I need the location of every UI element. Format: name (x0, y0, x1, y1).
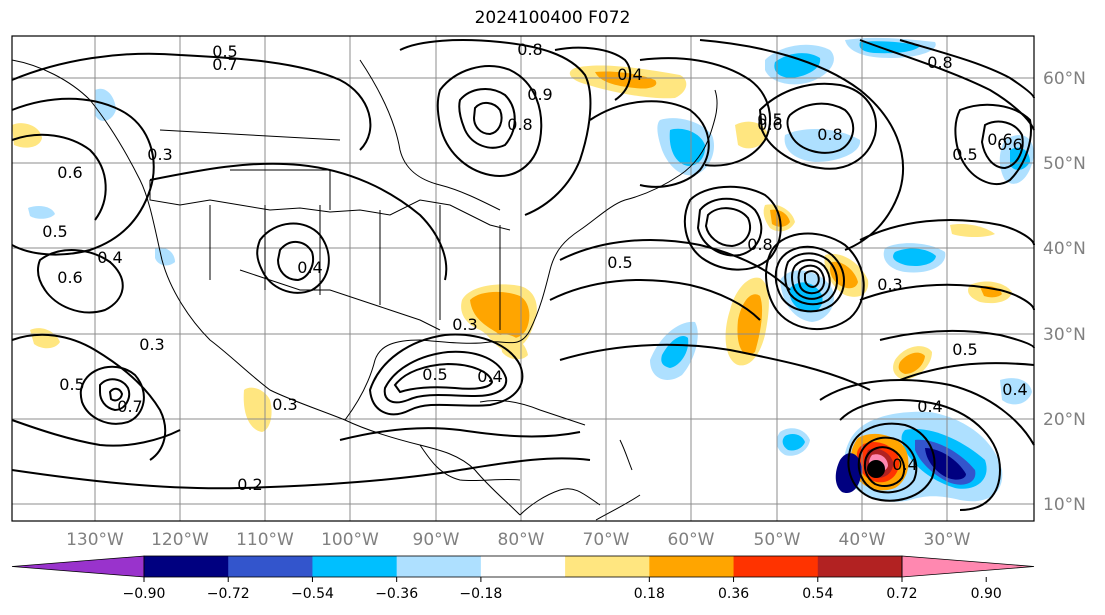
colorbar-segment (144, 556, 229, 577)
colorbar (11, 555, 1035, 578)
lon-label: 90°W (413, 530, 460, 550)
contour-label: 0.6 (997, 135, 1022, 154)
lat-label: 40°N (1043, 239, 1086, 259)
colorbar-border (143, 555, 903, 578)
colorbar-segment (733, 556, 819, 577)
colorbar-segment (817, 556, 903, 577)
lon-label: 70°W (583, 530, 630, 550)
colorbar-tick-label: −0.72 (207, 586, 250, 602)
contour-label: 0.4 (892, 455, 917, 474)
map-frame (11, 35, 1035, 522)
contour-label: 0.6 (57, 268, 82, 287)
contour-label: 0.3 (139, 335, 164, 354)
colorbar-segment (649, 556, 735, 577)
colorbar-tick-label: −0.54 (291, 586, 334, 602)
lat-label: 20°N (1043, 410, 1086, 430)
contour-label: 0.7 (212, 55, 237, 74)
contour-label: 0.6 (987, 130, 1012, 149)
colorbar-segment (565, 556, 650, 577)
contour-labels: 0.50.70.30.40.60.50.60.40.30.80.80.40.90… (42, 40, 1027, 494)
contour-label: 0.8 (517, 40, 542, 59)
colorbar-extend-low (11, 555, 145, 578)
contour-label: 0.8 (817, 125, 842, 144)
contour-label: 0.4 (617, 65, 642, 84)
contour-label: 0.3 (877, 275, 902, 294)
contour-label: 0.2 (237, 475, 262, 494)
lon-label: 100°W (321, 530, 379, 550)
contour-label: 0.4 (1002, 380, 1027, 399)
colorbar-tick-label: 0.90 (971, 586, 1002, 602)
contour-label: 0.4 (97, 248, 122, 267)
colorbar-tick-label: 0.36 (718, 586, 749, 602)
contour-label: 0.5 (607, 253, 632, 272)
colorbar-ticks: −0.90 −0.72 −0.54 −0.36 −0.18 0.18 0.36 0.54 0.7… (123, 577, 1002, 602)
lat-label: 60°N (1043, 69, 1086, 89)
contour-label: 0.5 (422, 365, 447, 384)
contour-label: 0.9 (527, 85, 552, 104)
contour-label: 0.5 (59, 375, 84, 394)
contour-label: 0.6 (757, 115, 782, 134)
contour-label: 0.5 (952, 340, 977, 359)
colorbar-tick-label: −0.36 (375, 586, 418, 602)
colorbar-tick-label: −0.18 (459, 586, 502, 602)
shaded-fields (12, 37, 1034, 502)
contour-label: 0.3 (452, 315, 477, 334)
map-title: 2024100400 F072 (474, 8, 631, 28)
lon-label: 80°W (498, 530, 545, 550)
lat-label: 50°N (1043, 154, 1086, 174)
contour-label: 0.8 (507, 115, 532, 134)
contour-label: 0.4 (917, 397, 942, 416)
coastlines (11, 59, 718, 521)
colorbar-segment (480, 556, 566, 577)
colorbar-segment (396, 556, 482, 577)
contour-label: 0.3 (272, 395, 297, 414)
contour-label: 0.6 (57, 163, 82, 182)
latitude-labels: 60°N 50°N 40°N 30°N 20°N 10°N (1043, 69, 1086, 515)
lon-label: 30°W (924, 530, 971, 550)
colorbar-extend-high (901, 555, 1035, 578)
contour-label: 0.5 (757, 110, 782, 129)
contour-label: 0.7 (117, 397, 142, 416)
contour-label: 0.5 (952, 145, 977, 164)
longitude-labels: 130°W 120°W 110°W 100°W 90°W 80°W 70°W 6… (66, 530, 971, 550)
lon-label: 40°W (839, 530, 886, 550)
colorbar-segment (228, 556, 313, 577)
hurricane-center-marker (867, 460, 885, 478)
contour-label: 0.4 (477, 367, 502, 386)
colorbar-tick-label: −0.90 (123, 586, 166, 602)
contour-label: 0.4 (297, 258, 322, 277)
contours (11, 39, 1035, 511)
contour-label: 0.5 (42, 222, 67, 241)
contour-label: 0.8 (747, 235, 772, 254)
colorbar-tick-label: 0.18 (634, 586, 665, 602)
lon-label: 110°W (236, 530, 294, 550)
colorbar-segment (312, 556, 398, 577)
contour-label: 0.3 (147, 145, 172, 164)
lon-label: 50°W (754, 530, 801, 550)
colorbar-tick-label: 0.54 (802, 586, 833, 602)
contour-label: 0.5 (212, 42, 237, 61)
lon-label: 60°W (668, 530, 715, 550)
lon-label: 130°W (66, 530, 124, 550)
contour-label: 0.8 (927, 53, 952, 72)
lon-label: 120°W (151, 530, 209, 550)
colorbar-tick-label: 0.72 (886, 586, 917, 602)
lat-label: 30°N (1043, 325, 1086, 345)
lat-label: 10°N (1043, 495, 1086, 515)
